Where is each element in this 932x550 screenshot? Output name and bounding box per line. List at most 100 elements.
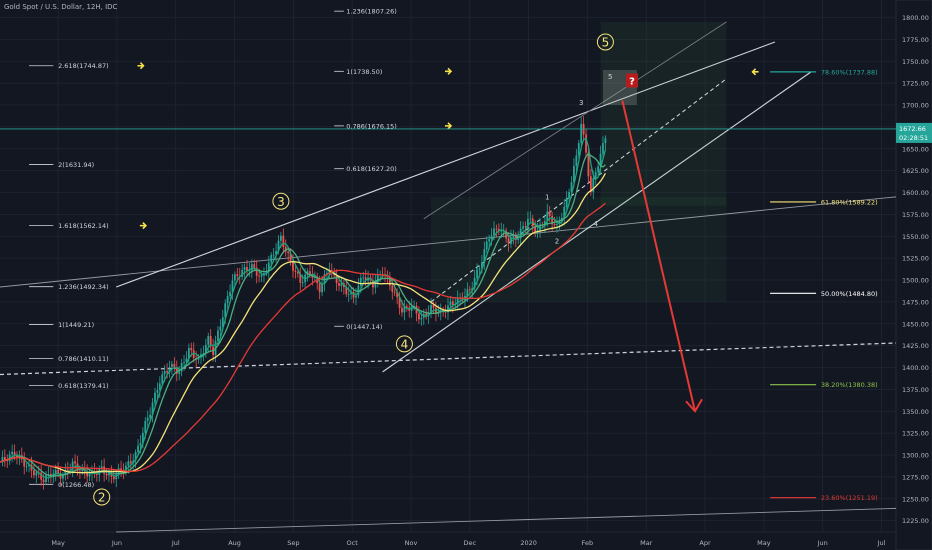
candle-body	[548, 211, 551, 216]
candle-body	[420, 317, 423, 320]
candle-body	[529, 218, 532, 220]
candle-body	[340, 283, 343, 286]
candle-body	[13, 451, 16, 456]
candle-body	[178, 371, 181, 374]
price-tick-label: 1800.00	[902, 14, 929, 22]
candle-body	[376, 274, 379, 283]
fib-level-label: 0.618(1379.41)	[58, 382, 109, 390]
candle-body	[171, 363, 173, 368]
candle-body	[359, 277, 362, 286]
candle-body	[137, 445, 139, 453]
candle-body	[185, 358, 188, 363]
candle-body	[321, 283, 323, 293]
candle-body	[577, 143, 580, 156]
candle-body	[149, 414, 152, 418]
fib-level-label: 1(1738.50)	[346, 68, 382, 76]
candle-body	[497, 228, 500, 231]
candle-body	[505, 230, 508, 239]
candle-body	[141, 432, 144, 443]
candle-body	[35, 472, 38, 476]
candle-body	[570, 182, 573, 193]
fib-level-label: 0.786(1410.11)	[58, 355, 109, 363]
candle-body	[481, 262, 483, 269]
candle-body	[59, 474, 62, 479]
candle-body	[473, 278, 476, 289]
candle-body	[468, 289, 471, 291]
wave-label-major: 3	[277, 195, 285, 209]
candle-body	[25, 466, 28, 467]
moving-average-line	[0, 153, 606, 477]
moving-average-line	[0, 202, 606, 472]
candle-body	[568, 192, 570, 199]
candle-body	[589, 176, 592, 193]
candle-body	[265, 271, 268, 274]
time-tick-label: Aug	[228, 539, 241, 547]
projection-zone	[600, 21, 727, 206]
candle-body	[335, 275, 338, 284]
trend-line[interactable]	[116, 507, 897, 533]
price-tick-label: 1400.00	[902, 364, 929, 372]
candle-body	[207, 336, 210, 345]
fib-retracement-label: 38.20%(1380.38)	[821, 381, 878, 389]
candle-body	[553, 224, 556, 226]
candle-body	[45, 475, 47, 483]
trend-line[interactable]	[423, 21, 727, 220]
candle-body	[347, 293, 350, 295]
candle-body	[490, 235, 493, 240]
wave-label-minor: 2	[555, 237, 559, 245]
candle-body	[275, 250, 277, 255]
price-axis[interactable]	[895, 0, 932, 550]
price-tick-label: 1275.00	[902, 473, 929, 481]
trend-line[interactable]	[0, 342, 897, 376]
candle-body	[161, 374, 164, 384]
candle-body	[488, 239, 491, 242]
candle-body	[350, 291, 353, 294]
trend-line[interactable]	[0, 196, 897, 288]
candle-body	[364, 277, 367, 281]
candle-body	[100, 466, 103, 469]
question-badge-label: ?	[629, 77, 635, 88]
candle-body	[74, 461, 76, 464]
candle-body	[105, 473, 108, 476]
candle-body	[255, 267, 258, 276]
price-tick-label: 1475.00	[902, 298, 929, 306]
fib-level-label: 2(1631.94)	[58, 161, 94, 169]
candle-body	[296, 271, 299, 274]
time-tick-label: Jun	[111, 539, 122, 547]
wave-label-circle	[395, 335, 413, 353]
candle-body	[478, 268, 481, 270]
candle-body	[282, 235, 285, 248]
price-tick-label: 1350.00	[902, 408, 929, 416]
candle-body	[272, 254, 275, 256]
yellow-arrow-icon	[751, 68, 759, 76]
candle-body	[190, 347, 193, 351]
candle-body	[267, 262, 270, 272]
trend-line[interactable]	[116, 41, 776, 288]
candle-body	[558, 220, 561, 225]
price-tick-label: 1725.00	[902, 80, 929, 88]
candle-body	[108, 472, 110, 476]
candle-body	[388, 276, 391, 286]
candle-body	[71, 461, 74, 470]
candle-body	[328, 270, 331, 273]
trend-line[interactable]	[382, 71, 812, 373]
price-tick-label: 1600.00	[902, 189, 929, 197]
candle-body	[23, 459, 26, 467]
time-tick-label: Nov	[405, 539, 418, 547]
candle-body	[180, 363, 183, 372]
candle-body	[573, 165, 575, 183]
candle-body	[512, 235, 515, 238]
candle-body	[219, 326, 222, 331]
candle-body	[64, 469, 67, 476]
trend-line[interactable]	[430, 78, 727, 303]
candle-body	[437, 312, 440, 314]
arrow-head-icon	[685, 398, 703, 413]
price-tick-label: 1650.00	[902, 145, 929, 153]
candle-body	[224, 303, 227, 318]
yellow-arrow-icon	[445, 67, 453, 75]
candle-body	[139, 442, 142, 446]
price-tick-label: 1525.00	[902, 255, 929, 263]
wave-label-minor: 3	[579, 99, 583, 107]
